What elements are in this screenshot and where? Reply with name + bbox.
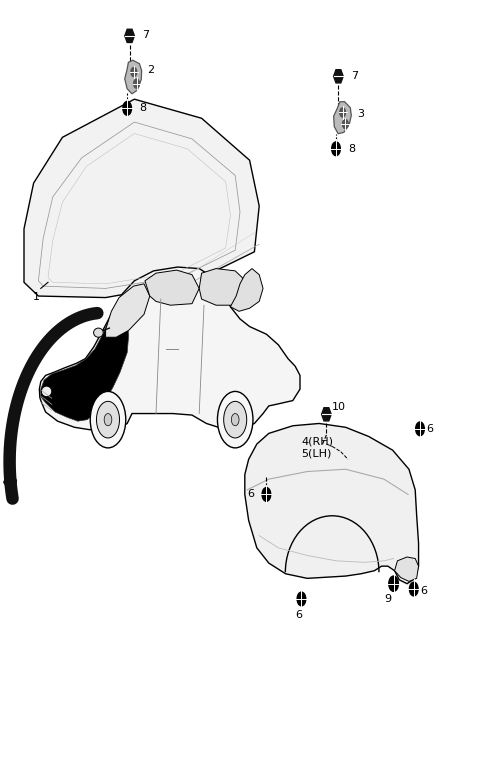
Polygon shape: [334, 101, 351, 134]
Text: 2: 2: [147, 65, 155, 76]
Ellipse shape: [41, 386, 52, 397]
Polygon shape: [39, 267, 300, 431]
Text: 7: 7: [351, 71, 359, 82]
Text: 6: 6: [247, 489, 254, 500]
Circle shape: [297, 592, 306, 606]
Polygon shape: [230, 269, 263, 311]
Circle shape: [262, 488, 271, 501]
Text: 3: 3: [358, 109, 365, 120]
Circle shape: [416, 422, 424, 436]
Circle shape: [342, 120, 348, 129]
Circle shape: [217, 391, 253, 448]
Circle shape: [131, 67, 137, 76]
Text: 1: 1: [33, 292, 39, 302]
Text: 4(RH): 4(RH): [301, 436, 334, 446]
Text: 9: 9: [384, 594, 391, 604]
Text: 10: 10: [332, 402, 346, 413]
Text: 6: 6: [426, 423, 433, 434]
Circle shape: [104, 414, 112, 426]
Circle shape: [96, 401, 120, 438]
Polygon shape: [24, 99, 259, 298]
Ellipse shape: [94, 328, 103, 337]
Circle shape: [224, 401, 247, 438]
Polygon shape: [395, 557, 419, 581]
Polygon shape: [199, 269, 247, 305]
Circle shape: [90, 391, 126, 448]
Polygon shape: [125, 29, 134, 43]
Text: 6: 6: [420, 586, 427, 597]
Text: 8: 8: [348, 143, 355, 154]
Circle shape: [133, 79, 139, 89]
Polygon shape: [322, 407, 331, 421]
Polygon shape: [334, 69, 343, 83]
Polygon shape: [41, 300, 129, 421]
Circle shape: [340, 108, 346, 117]
Circle shape: [123, 101, 132, 115]
Polygon shape: [145, 270, 199, 305]
Text: 8: 8: [139, 103, 146, 114]
Polygon shape: [125, 60, 142, 94]
Text: 6: 6: [295, 610, 302, 620]
Circle shape: [389, 576, 398, 591]
Circle shape: [409, 582, 418, 596]
Polygon shape: [245, 423, 419, 584]
Circle shape: [231, 414, 239, 426]
Text: 7: 7: [143, 30, 150, 40]
Circle shape: [332, 142, 340, 156]
Polygon shape: [106, 284, 150, 337]
Text: 5(LH): 5(LH): [301, 449, 332, 459]
